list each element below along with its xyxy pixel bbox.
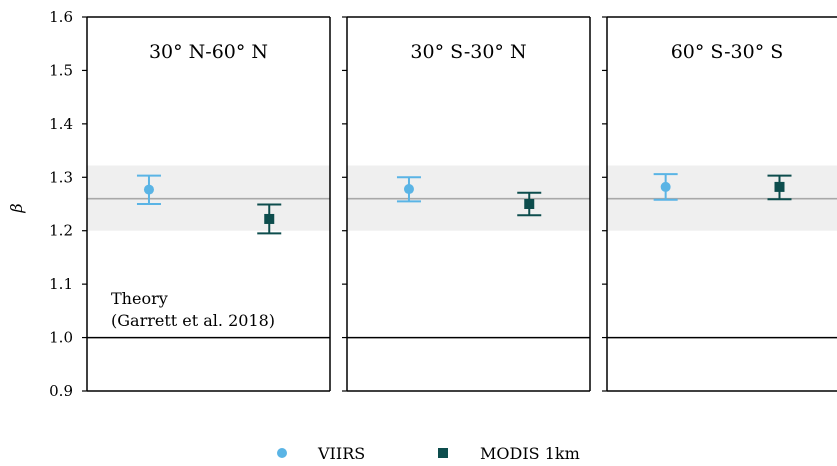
legend-label: MODIS 1km — [480, 444, 580, 463]
series-viirs-point — [396, 176, 421, 203]
panel-title: 30° N-60° N — [149, 41, 268, 63]
series-modis-1km-point — [767, 174, 792, 201]
legend: VIIRS MODIS 1km — [277, 444, 580, 463]
data-point — [774, 181, 785, 192]
panel-title: 30° S-30° N — [410, 41, 526, 63]
series-modis-1km-point — [257, 203, 282, 235]
data-point — [403, 184, 414, 195]
series-viirs-point — [653, 173, 678, 201]
data-point — [143, 184, 154, 195]
legend-marker — [277, 448, 287, 458]
series-viirs-point — [136, 174, 161, 205]
legend-label: VIIRS — [317, 444, 365, 463]
y-tick-label: 1.5 — [49, 61, 73, 79]
theory-annotation: Theory (Garrett et al. 2018) — [111, 289, 275, 330]
data-point — [660, 181, 671, 192]
y-tick-label: 1.0 — [49, 329, 73, 347]
legend-marker — [438, 448, 448, 458]
y-tick-label: 0.9 — [49, 382, 73, 400]
y-axis: 0.9 1.0 1.1 1.2 1.3 1.4 1.5 1.6 — [49, 8, 73, 400]
series-modis-1km-point — [517, 191, 542, 217]
annotation-line: (Garrett et al. 2018) — [111, 311, 275, 330]
panel-3: 60° S-30° S — [602, 16, 837, 392]
data-point — [264, 213, 275, 224]
legend-entry-modis-1km: MODIS 1km — [438, 444, 580, 463]
y-axis-label: β — [7, 203, 26, 213]
panel-frame — [606, 16, 837, 392]
panel-frame — [86, 16, 331, 392]
annotation-line: Theory — [111, 289, 168, 308]
panel-1: 30° N-60° N Theory (Garrett et al. 2018) — [82, 16, 331, 392]
y-tick-label: 1.3 — [49, 168, 73, 186]
data-point — [524, 199, 535, 209]
panel-title: 60° S-30° S — [671, 41, 784, 63]
y-tick-label: 1.2 — [49, 222, 73, 240]
y-tick-label: 1.4 — [49, 115, 73, 133]
y-tick-label: 1.1 — [49, 275, 73, 293]
legend-entry-viirs: VIIRS — [277, 444, 365, 463]
panel-frame — [346, 16, 591, 392]
panel-2: 30° S-30° N — [342, 16, 591, 392]
y-tick-label: 1.6 — [49, 8, 73, 26]
